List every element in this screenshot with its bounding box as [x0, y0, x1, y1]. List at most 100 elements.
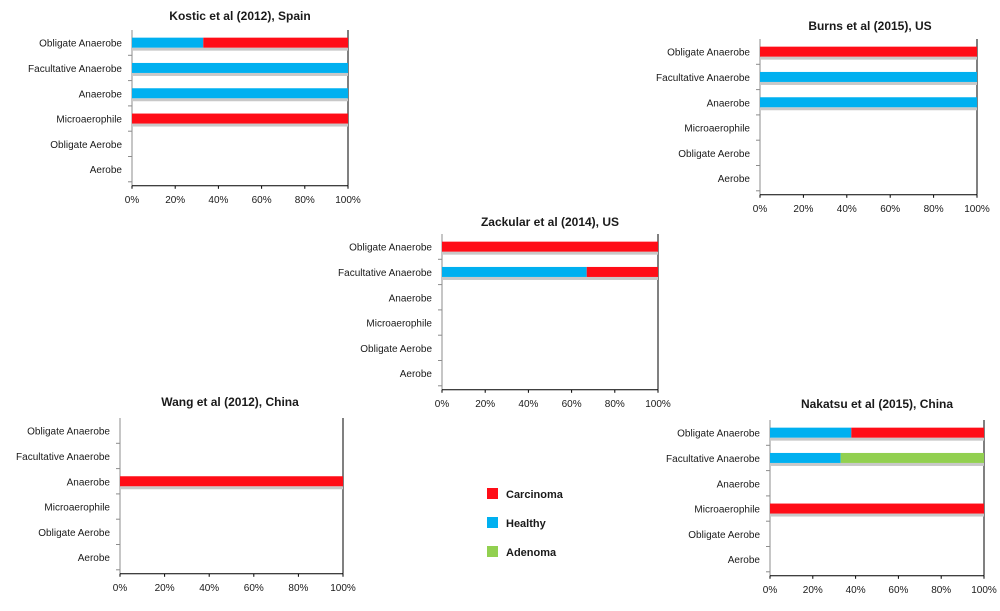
- x-tick-label: 80%: [924, 204, 944, 215]
- bar-healthy-facultative-anaerobe: [442, 266, 587, 277]
- legend-swatch-adenoma: [487, 546, 498, 557]
- chart-panel-burns: Burns et al (2015), US Obligate Anaerobe F…: [656, 19, 990, 215]
- bar-shadow: [760, 56, 977, 60]
- chart-title: Zackular et al (2014), US: [481, 215, 619, 229]
- x-tick-label: 100%: [330, 583, 356, 594]
- category-label: Obligate Anaerobe: [27, 427, 110, 438]
- category-label: Microaerophile: [694, 505, 760, 516]
- bar-healthy-facultative-anaerobe: [132, 62, 348, 73]
- bar-shadow: [760, 81, 977, 85]
- bar-healthy-facultative-anaerobe: [760, 71, 977, 82]
- chart-title: Kostic et al (2012), Spain: [169, 9, 310, 23]
- x-tick-label: 100%: [971, 585, 997, 596]
- bar-carcinoma-obligate-anaerobe: [760, 46, 977, 57]
- legend-swatch-healthy: [487, 517, 498, 528]
- category-label: Anaerobe: [717, 479, 761, 490]
- bar-carcinoma-obligate-anaerobe: [203, 37, 348, 48]
- legend-label-adenoma: Adenoma: [506, 547, 557, 559]
- bar-shadow: [132, 47, 348, 51]
- category-label: Microaerophile: [44, 503, 110, 514]
- bar-healthy-anaerobe: [132, 88, 348, 99]
- x-tick-label: 20%: [803, 585, 823, 596]
- bar-shadow: [770, 513, 984, 517]
- category-label: Aerobe: [718, 174, 751, 185]
- category-label: Microaerophile: [366, 319, 432, 330]
- bar-healthy-anaerobe: [760, 97, 977, 108]
- category-label: Anaerobe: [67, 477, 111, 488]
- category-label: Facultative Anaerobe: [338, 268, 432, 279]
- legend-swatch-carcinoma: [487, 488, 498, 499]
- category-label: Obligate Anaerobe: [667, 48, 750, 59]
- x-tick-label: 100%: [964, 204, 990, 215]
- category-label: Obligate Anaerobe: [39, 39, 122, 50]
- x-tick-label: 80%: [605, 399, 625, 410]
- bar-shadow: [132, 123, 348, 127]
- category-label: Aerobe: [90, 165, 123, 176]
- legend-label-healthy: Healthy: [506, 518, 547, 530]
- bar-healthy-facultative-anaerobe: [770, 452, 841, 463]
- category-label: Obligate Aerobe: [50, 140, 122, 151]
- x-tick-label: 20%: [155, 583, 175, 594]
- bar-shadow: [760, 107, 977, 111]
- category-label: Facultative Anaerobe: [28, 64, 122, 75]
- x-tick-label: 0%: [763, 585, 778, 596]
- category-label: Obligate Aerobe: [678, 149, 750, 160]
- bar-shadow: [132, 98, 348, 102]
- category-label: Facultative Anaerobe: [666, 454, 760, 465]
- category-label: Obligate Aerobe: [360, 344, 432, 355]
- x-tick-label: 60%: [252, 195, 272, 206]
- category-label: Facultative Anaerobe: [16, 452, 110, 463]
- x-tick-label: 60%: [888, 585, 908, 596]
- x-tick-label: 40%: [846, 585, 866, 596]
- x-tick-label: 20%: [165, 195, 185, 206]
- legend-label-carcinoma: Carcinoma: [506, 489, 564, 501]
- bar-shadow: [770, 462, 984, 466]
- x-tick-label: 100%: [645, 399, 671, 410]
- chart-panel-wang: Wang et al (2012), China Obligate Anaerob…: [16, 395, 356, 594]
- chart-title: Wang et al (2012), China: [161, 395, 299, 409]
- chart-panel-zackular: Zackular et al (2014), US Obligate Anaero…: [338, 215, 671, 410]
- category-label: Anaerobe: [707, 98, 751, 109]
- category-label: Anaerobe: [79, 89, 123, 100]
- bar-shadow: [442, 276, 658, 280]
- x-tick-label: 60%: [244, 583, 264, 594]
- x-tick-label: 20%: [475, 399, 495, 410]
- x-tick-label: 0%: [125, 195, 140, 206]
- category-label: Obligate Anaerobe: [677, 429, 760, 440]
- category-label: Microaerophile: [56, 115, 122, 126]
- bar-carcinoma-microaerophile: [132, 113, 348, 124]
- bar-carcinoma-facultative-anaerobe: [586, 266, 658, 277]
- x-tick-label: 0%: [753, 204, 768, 215]
- category-label: Anaerobe: [389, 293, 433, 304]
- category-label: Obligate Aerobe: [688, 530, 760, 541]
- x-tick-label: 20%: [793, 204, 813, 215]
- bar-shadow: [120, 486, 343, 490]
- chart-panel-kostic: Kostic et al (2012), Spain Obligate Anaer…: [28, 9, 361, 206]
- x-tick-label: 100%: [335, 195, 361, 206]
- x-tick-label: 40%: [837, 204, 857, 215]
- bar-carcinoma-obligate-anaerobe: [442, 241, 658, 252]
- x-tick-label: 0%: [435, 399, 450, 410]
- x-tick-label: 60%: [562, 399, 582, 410]
- bar-shadow: [770, 437, 984, 441]
- bar-carcinoma-microaerophile: [770, 503, 984, 514]
- x-tick-label: 40%: [208, 195, 228, 206]
- bar-carcinoma-anaerobe: [120, 476, 343, 487]
- bar-healthy-obligate-anaerobe: [770, 427, 852, 438]
- bar-shadow: [442, 251, 658, 255]
- x-tick-label: 40%: [199, 583, 219, 594]
- chart-title: Nakatsu et al (2015), China: [801, 397, 953, 411]
- x-tick-label: 80%: [931, 585, 951, 596]
- category-label: Obligate Anaerobe: [349, 243, 432, 254]
- chart-panel-nakatsu: Nakatsu et al (2015), China Obligate Anae…: [666, 397, 997, 596]
- legend: Carcinoma Healthy Adenoma: [487, 488, 564, 559]
- bar-carcinoma-obligate-anaerobe: [851, 427, 984, 438]
- category-label: Aerobe: [728, 555, 761, 566]
- category-label: Obligate Aerobe: [38, 528, 110, 539]
- x-tick-label: 0%: [113, 583, 128, 594]
- bar-adenoma-facultative-anaerobe: [840, 452, 984, 463]
- category-label: Facultative Anaerobe: [656, 73, 750, 84]
- chart-title: Burns et al (2015), US: [808, 19, 931, 33]
- bar-shadow: [132, 72, 348, 76]
